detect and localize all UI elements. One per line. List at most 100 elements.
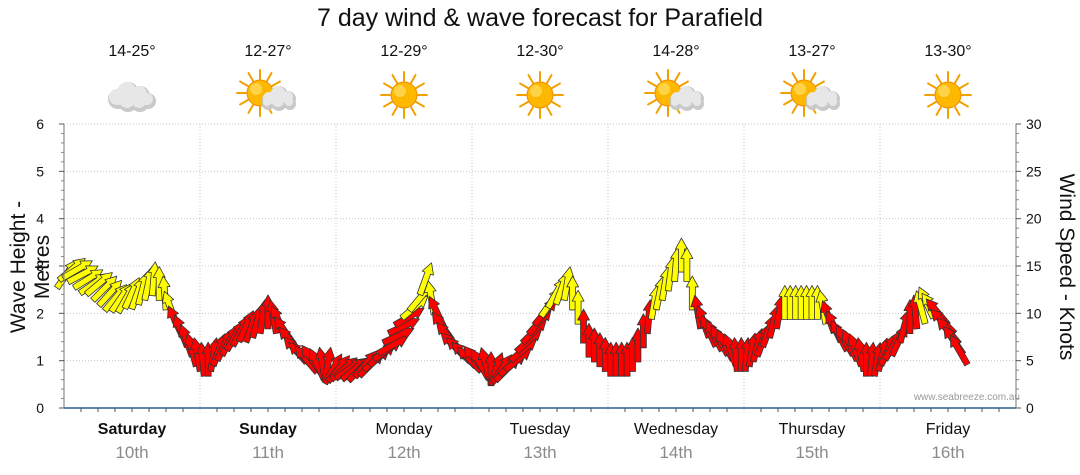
- cloud-highlight: [829, 98, 837, 106]
- cloud-highlight: [816, 95, 828, 107]
- wind-arrow-shape: [680, 247, 694, 282]
- wind-arrow: [949, 334, 971, 367]
- sun-ray: [954, 106, 961, 116]
- sun-highlight: [794, 83, 806, 95]
- day-temperature: 13-27°: [788, 43, 836, 60]
- sun-ray: [527, 74, 534, 84]
- sun-ray: [679, 80, 689, 87]
- sun-ray: [410, 74, 417, 84]
- partly-cloudy-icon: [236, 69, 296, 117]
- sun-ray: [959, 101, 969, 108]
- sun-ray: [954, 74, 961, 84]
- sun-ray: [810, 72, 817, 82]
- sun-ray: [247, 104, 254, 114]
- cloud-highlight: [263, 98, 271, 106]
- day-date: 10th: [115, 443, 149, 462]
- day-date: 12th: [387, 443, 421, 462]
- y-tick-label-right: 0: [1026, 400, 1034, 416]
- y-axis-left-label: Wave Height - Metres: [7, 200, 54, 334]
- cloud-highlight: [132, 94, 146, 108]
- sun-ray: [791, 104, 798, 114]
- partly-cloudy-icon: [644, 69, 704, 117]
- wind-arrow-shape: [949, 334, 971, 367]
- sun-ray: [383, 101, 393, 108]
- y-axis-right-label: Wind Speed - Knots: [1055, 173, 1078, 361]
- sun-ray: [647, 99, 657, 106]
- wind-arrow: [680, 247, 694, 282]
- sun-ray: [383, 82, 393, 89]
- sun-ray: [655, 104, 662, 114]
- sunny-icon: [516, 71, 564, 119]
- sun-ray: [783, 99, 793, 106]
- y-tick-label-right: 5: [1026, 353, 1034, 369]
- day-temperature: 14-25°: [108, 43, 156, 60]
- sun-highlight: [658, 83, 670, 95]
- sun-ray: [527, 106, 534, 116]
- sunny-icon: [924, 71, 972, 119]
- sun-ray: [266, 72, 273, 82]
- cloud-highlight: [680, 95, 692, 107]
- sun-ray: [519, 101, 529, 108]
- sun-ray: [935, 74, 942, 84]
- sun-ray: [551, 101, 561, 108]
- sun-ray: [674, 72, 681, 82]
- sunny-icon: [380, 71, 428, 119]
- cloudy-icon: [108, 82, 156, 112]
- sun-highlight: [938, 85, 950, 97]
- day-name: Wednesday: [633, 421, 719, 438]
- sun-ray: [551, 82, 561, 89]
- sun-ray: [391, 106, 398, 116]
- sun-ray: [546, 106, 553, 116]
- sun-ray: [927, 101, 937, 108]
- day-temperature: 12-29°: [380, 43, 428, 60]
- sun-highlight: [394, 85, 406, 97]
- y-tick-label-left: 5: [36, 163, 44, 179]
- sun-ray: [927, 82, 937, 89]
- y-tick-label-left: 0: [36, 400, 44, 416]
- cloud-highlight: [693, 98, 701, 106]
- y-tick-label-right: 25: [1026, 163, 1042, 179]
- sun-ray: [239, 99, 249, 106]
- day-date: 11th: [252, 443, 284, 462]
- sun-ray: [791, 72, 798, 82]
- sun-ray: [271, 80, 281, 87]
- sun-ray: [815, 80, 825, 87]
- y-tick-label-left: 3: [36, 258, 44, 274]
- y-tick-label-left: 6: [36, 116, 44, 132]
- day-date: 15th: [795, 443, 829, 462]
- partly-cloudy-icon: [780, 69, 840, 117]
- y-tick-label-left: 2: [36, 305, 44, 321]
- day-name: Friday: [925, 421, 971, 438]
- cloud-highlight: [119, 92, 135, 108]
- sun-ray: [783, 80, 793, 87]
- y-tick-label-right: 30: [1026, 116, 1042, 132]
- day-name: Monday: [375, 421, 433, 438]
- day-temperature: 12-27°: [244, 43, 292, 60]
- day-temperature: 13-30°: [924, 43, 972, 60]
- day-temperature: 12-30°: [516, 43, 564, 60]
- day-name: Tuesday: [509, 421, 571, 438]
- chart-title: 7 day wind & wave forecast for Parafield: [316, 4, 764, 32]
- sun-ray: [415, 82, 425, 89]
- day-temperature: 14-28°: [652, 43, 700, 60]
- sun-ray: [959, 82, 969, 89]
- wind-arrow-shape: [416, 262, 434, 297]
- weather-icons: [108, 69, 972, 119]
- sun-ray: [239, 80, 249, 87]
- sun-highlight: [530, 85, 542, 97]
- day-date: 16th: [931, 443, 965, 462]
- sun-highlight: [250, 83, 262, 95]
- cloud-highlight: [671, 98, 679, 106]
- day-name: Thursday: [778, 421, 846, 438]
- day-name: Sunday: [239, 421, 297, 438]
- sun-ray: [519, 82, 529, 89]
- watermark: www.seabreeze.com.au: [913, 392, 1020, 403]
- sun-ray: [546, 74, 553, 84]
- cloud-highlight: [285, 98, 293, 106]
- day-date: 13th: [523, 443, 557, 462]
- grid-lines: [64, 123, 1016, 414]
- cloud-highlight: [807, 98, 815, 106]
- sun-ray: [655, 72, 662, 82]
